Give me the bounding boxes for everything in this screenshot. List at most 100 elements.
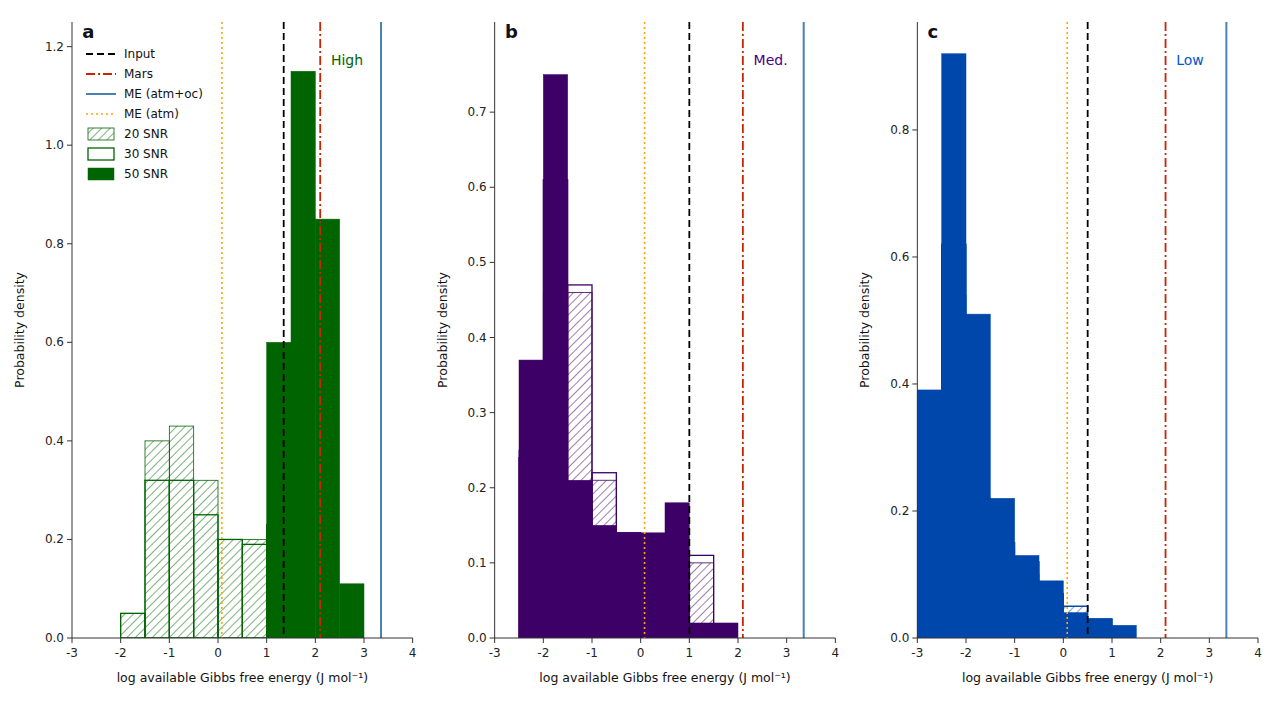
panel-letter: b	[505, 21, 518, 42]
histogram-bar	[616, 533, 640, 638]
y-tick-label: 0.2	[45, 532, 64, 546]
histogram-bar	[592, 525, 616, 638]
reference-line	[1165, 22, 1167, 638]
y-tick-label: 0.7	[468, 105, 487, 119]
x-tick-label: 2	[312, 646, 320, 660]
y-tick	[490, 337, 495, 338]
y-axis	[72, 22, 73, 638]
panel-letter: a	[82, 21, 94, 42]
legend-line-handle	[86, 113, 116, 115]
legend-line-handle	[86, 73, 116, 75]
x-axis-label: log available Gibbs free energy (J mol⁻¹…	[962, 670, 1213, 685]
histogram-bar	[267, 342, 291, 638]
histogram-bar	[169, 480, 193, 638]
x-tick	[640, 638, 641, 643]
histogram-bar	[121, 613, 145, 638]
histogram-bar	[145, 480, 169, 638]
histogram-bar	[121, 613, 145, 638]
y-tick	[490, 412, 495, 413]
histogram-bar	[568, 285, 592, 638]
histogram-bar	[917, 390, 941, 638]
histogram-series	[121, 426, 267, 638]
legend-label: 50 SNR	[124, 167, 168, 181]
reference-line	[221, 22, 223, 638]
x-tick	[315, 638, 316, 643]
plot-area	[519, 22, 804, 638]
x-tick	[1063, 638, 1064, 643]
histogram-bar	[1039, 581, 1063, 638]
x-tick-label: 4	[832, 646, 840, 660]
x-tick-label: 4	[1254, 646, 1262, 660]
y-tick	[67, 440, 72, 441]
y-axis-label: Probability density	[12, 271, 27, 387]
y-tick	[912, 256, 917, 257]
reference-line	[1225, 22, 1227, 638]
x-tick-label: 3	[1206, 646, 1214, 660]
x-tick	[120, 638, 121, 643]
x-tick	[1112, 638, 1113, 643]
y-tick	[490, 187, 495, 188]
y-tick	[490, 487, 495, 488]
y-tick-label: 0.1	[468, 556, 487, 570]
histogram-bar	[592, 473, 616, 638]
x-tick-label: -2	[537, 646, 549, 660]
x-tick	[592, 638, 593, 643]
panel-tag: Med.	[754, 52, 788, 68]
histogram-bar	[1112, 625, 1136, 638]
histogram-bar	[917, 390, 941, 638]
x-tick	[917, 638, 918, 643]
legend-entry: 20 SNR	[88, 127, 168, 141]
legend-label: ME (atm+oc)	[124, 87, 203, 101]
legend-patch-handle	[88, 148, 114, 160]
reference-line	[644, 22, 646, 638]
histogram-bar	[242, 544, 266, 638]
y-tick-label: 0.6	[45, 335, 64, 349]
y-tick	[490, 262, 495, 263]
panel-tag: Low	[1176, 52, 1204, 68]
reference-line	[742, 22, 744, 638]
y-tick-label: 0.4	[45, 434, 64, 448]
plot-area	[121, 22, 381, 638]
y-axis	[917, 22, 918, 638]
x-tick-label: -1	[163, 646, 175, 660]
x-tick	[786, 638, 787, 643]
x-tick-label: -1	[586, 646, 598, 660]
y-axis-label: Probability density	[435, 271, 450, 387]
histogram-bar	[568, 292, 592, 638]
histogram-bar	[519, 360, 543, 638]
x-tick-label: 0	[637, 646, 645, 660]
histogram-bar	[242, 539, 266, 638]
y-tick	[490, 562, 495, 563]
x-tick	[494, 638, 495, 643]
y-tick	[912, 510, 917, 511]
x-tick	[738, 638, 739, 643]
legend-label: Mars	[124, 67, 153, 81]
panel: -3-2-1012340.00.10.20.30.40.50.60.7log a…	[435, 21, 839, 685]
y-tick-label: 0.2	[890, 504, 909, 518]
histogram-bar	[340, 584, 364, 638]
y-tick	[67, 46, 72, 47]
x-tick	[835, 638, 836, 643]
histogram-bar	[291, 71, 315, 638]
x-tick-label: 3	[783, 646, 791, 660]
y-tick-label: 1.2	[45, 40, 64, 54]
x-tick	[1258, 638, 1259, 643]
reference-line	[380, 22, 382, 638]
legend-entry: Mars	[86, 67, 153, 81]
y-tick-label: 0.4	[468, 331, 487, 345]
histogram-series	[917, 54, 1136, 638]
histogram-bar	[145, 441, 169, 638]
legend-label: ME (atm)	[124, 107, 179, 121]
y-tick	[67, 638, 72, 639]
y-tick-label: 0.0	[45, 631, 64, 645]
x-tick	[218, 638, 219, 643]
histogram-bar	[1088, 619, 1112, 638]
plot-area	[917, 22, 1226, 638]
x-tick	[364, 638, 365, 643]
x-tick-label: 3	[360, 646, 368, 660]
panel-tag: High	[331, 52, 363, 68]
reference-line	[688, 22, 690, 638]
y-tick-label: 0.6	[890, 250, 909, 264]
histogram-bar	[1088, 619, 1112, 638]
histogram-bar	[592, 480, 616, 638]
